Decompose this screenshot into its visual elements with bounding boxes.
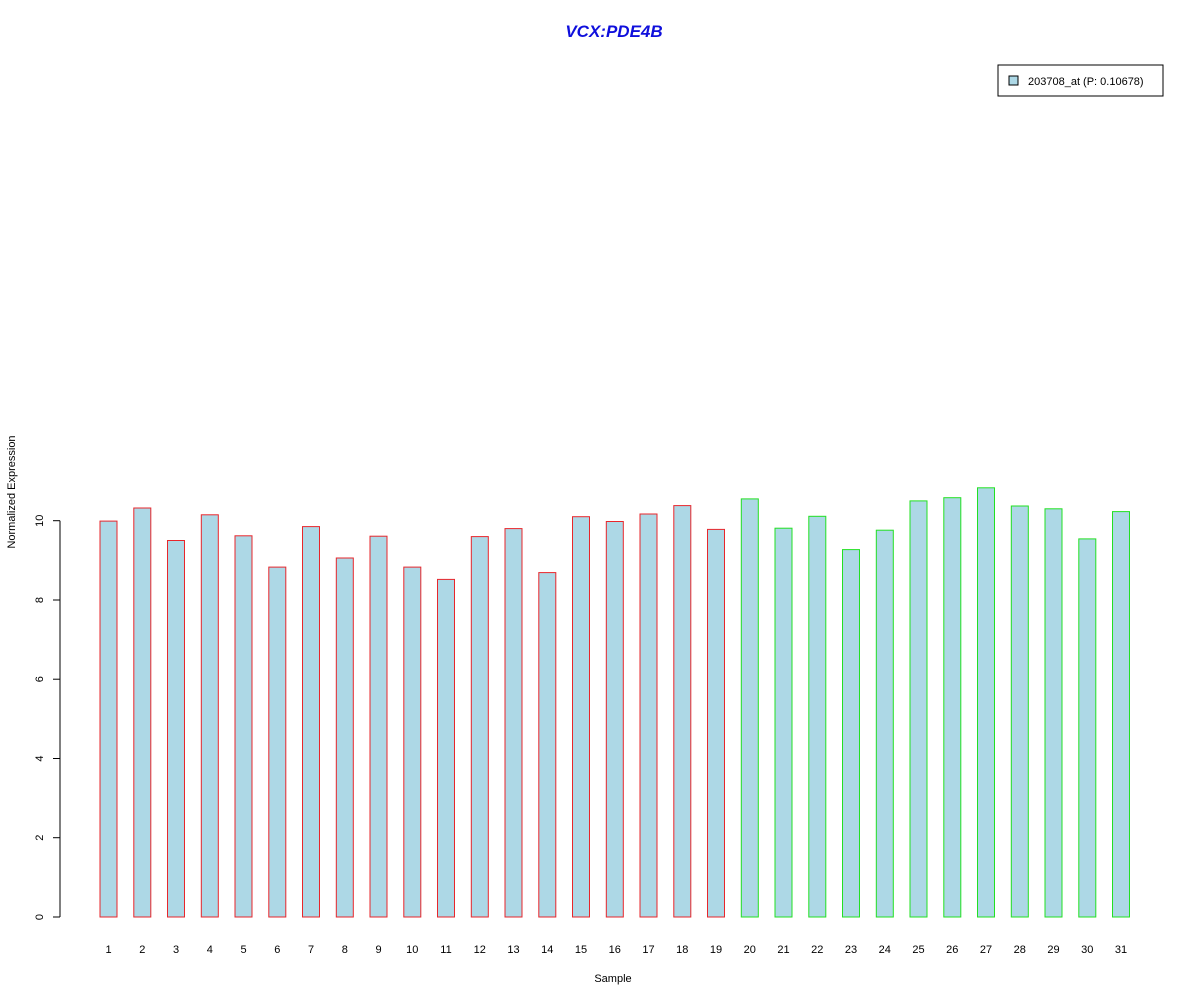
bar-sample-13 (504, 528, 523, 918)
bar-sample-17 (639, 513, 658, 918)
chart-title: VCX:PDE4B (565, 22, 662, 41)
x-tick-label-30: 30 (1081, 944, 1093, 956)
bar-sample-5 (234, 535, 253, 918)
bar-sample-15 (572, 516, 590, 918)
x-tick-label-3: 3 (173, 944, 179, 956)
bar-sample-28 (1010, 505, 1029, 918)
bar-sample-24 (875, 529, 894, 918)
bar-sample-1 (99, 520, 118, 918)
x-tick-label-18: 18 (676, 944, 688, 956)
x-tick-label-11: 11 (440, 944, 451, 956)
x-tick-label-10: 10 (406, 944, 418, 956)
bar-sample-18 (673, 505, 692, 918)
bar-sample-9 (369, 535, 388, 918)
x-axis-tick-labels: 1 2 3 4 5 6 7 8 9 10 11 12 13 14 15 16 17 18 19 20 21 22 23 24 2… (105, 944, 1127, 956)
x-tick-label-24: 24 (879, 944, 891, 956)
bar-sample-26 (943, 497, 962, 918)
bar-sample-8 (335, 557, 354, 918)
x-tick-label-14: 14 (541, 944, 553, 956)
bar-sample-30 (1078, 538, 1097, 918)
x-tick-label-29: 29 (1047, 944, 1059, 956)
bar-sample-11 (437, 578, 455, 918)
bar-sample-4 (200, 514, 219, 918)
legend-swatch (1008, 75, 1019, 86)
x-tick-label-26: 26 (946, 944, 958, 956)
y-tick-label-4: 4 (34, 755, 46, 761)
bars-group (99, 487, 1130, 918)
bar-sample-31 (1112, 511, 1130, 918)
x-tick-label-27: 27 (980, 944, 992, 956)
x-tick-label-22: 22 (811, 944, 823, 956)
x-tick-label-17: 17 (642, 944, 654, 956)
bar-sample-14 (538, 572, 557, 918)
x-tick-label-28: 28 (1014, 944, 1026, 956)
y-tick-label-8: 8 (34, 597, 46, 603)
x-tick-label-20: 20 (744, 944, 756, 956)
x-tick-label-15: 15 (575, 944, 587, 956)
bar-sample-10 (403, 566, 422, 918)
x-tick-label-5: 5 (240, 944, 246, 956)
legend: 203708_at (P: 0.10678) (997, 64, 1164, 97)
bar-sample-19 (707, 528, 725, 918)
x-tick-label-16: 16 (609, 944, 621, 956)
bar-sample-20 (740, 498, 759, 918)
bar-sample-27 (977, 487, 995, 918)
x-tick-label-7: 7 (308, 944, 314, 956)
x-axis-label: Sample (594, 973, 631, 985)
x-tick-label-31: 31 (1115, 944, 1127, 956)
x-tick-label-12: 12 (474, 944, 486, 956)
x-tick-label-13: 13 (507, 944, 519, 956)
x-tick-label-1: 1 (105, 944, 111, 956)
bar-sample-2 (133, 507, 152, 918)
x-tick-label-19: 19 (710, 944, 722, 956)
bar-sample-3 (167, 540, 185, 918)
x-tick-label-21: 21 (777, 944, 789, 956)
x-tick-label-2: 2 (139, 944, 145, 956)
bar-sample-23 (842, 549, 860, 918)
y-axis-label: Normalized Expression (6, 435, 18, 548)
x-tick-label-8: 8 (342, 944, 348, 956)
y-tick-label-0: 0 (34, 914, 46, 920)
y-axis: 0 2 4 6 8 10 (34, 515, 61, 920)
legend-label: 203708_at (P: 0.10678) (1028, 76, 1144, 88)
x-tick-label-4: 4 (207, 944, 213, 956)
y-tick-label-2: 2 (34, 835, 46, 841)
bar-sample-7 (302, 526, 320, 918)
y-tick-label-10: 10 (34, 515, 46, 527)
bar-sample-12 (470, 536, 489, 918)
x-tick-label-6: 6 (274, 944, 280, 956)
x-tick-label-23: 23 (845, 944, 857, 956)
x-tick-label-25: 25 (912, 944, 924, 956)
x-tick-label-9: 9 (375, 944, 381, 956)
bar-sample-22 (808, 515, 827, 918)
bar-sample-25 (909, 500, 928, 918)
y-tick-label-6: 6 (34, 676, 46, 682)
bar-sample-21 (774, 527, 793, 918)
bar-sample-6 (268, 566, 287, 918)
bar-sample-16 (605, 521, 624, 918)
legend-box (997, 64, 1164, 97)
bar-sample-29 (1044, 508, 1063, 918)
